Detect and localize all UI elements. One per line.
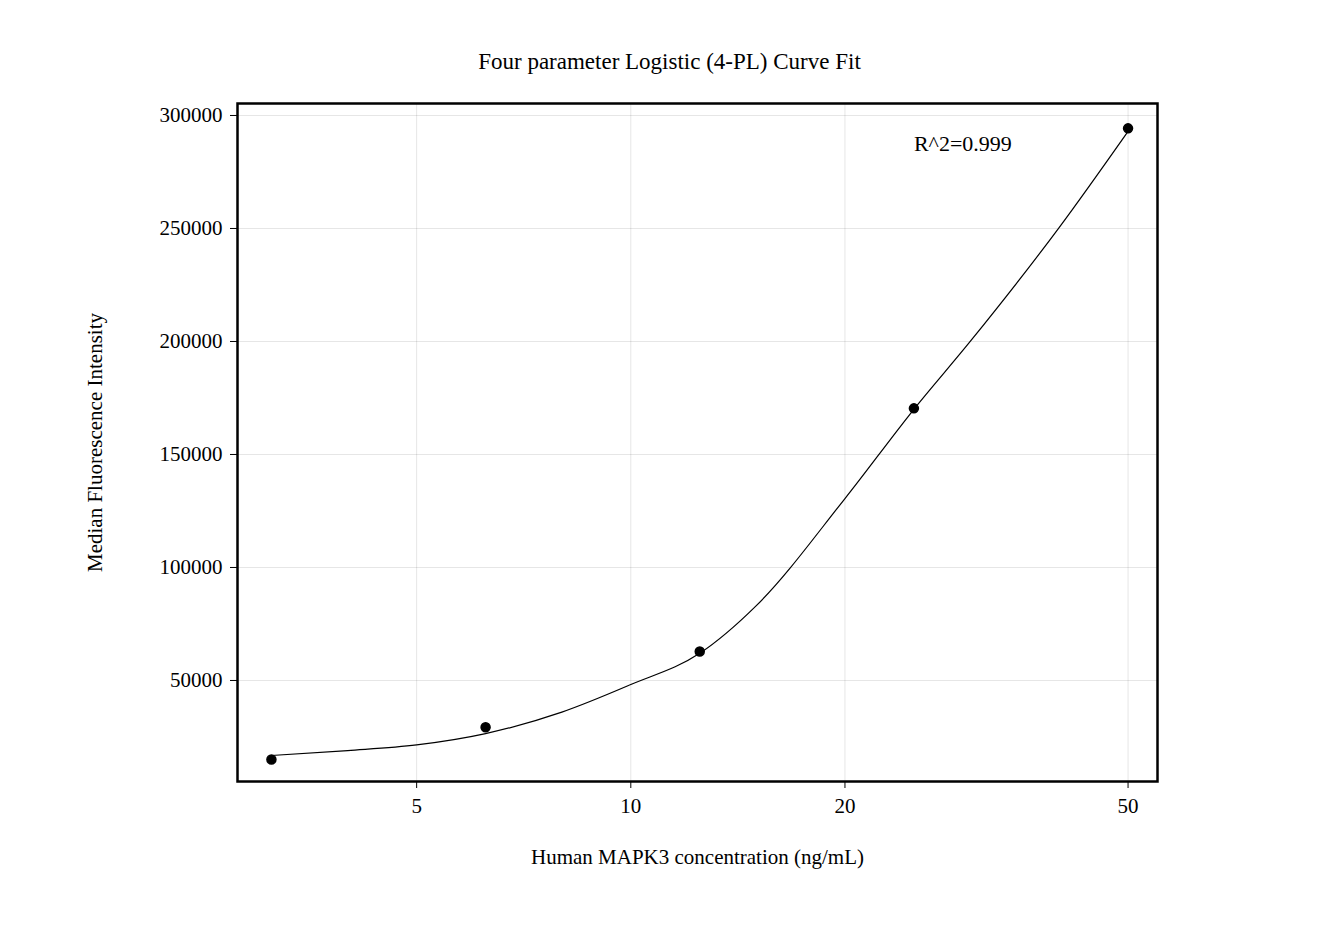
svg-text:200000: 200000 xyxy=(160,329,223,353)
svg-text:50000: 50000 xyxy=(170,668,223,692)
svg-text:10: 10 xyxy=(620,794,641,818)
svg-text:Median Fluorescence Intensity: Median Fluorescence Intensity xyxy=(83,313,107,572)
svg-text:50: 50 xyxy=(1118,794,1139,818)
svg-text:150000: 150000 xyxy=(160,442,223,466)
svg-text:5: 5 xyxy=(411,794,422,818)
svg-text:20: 20 xyxy=(834,794,855,818)
svg-text:100000: 100000 xyxy=(160,555,223,579)
svg-text:250000: 250000 xyxy=(160,216,223,240)
svg-text:Human MAPK3 concentration (ng/: Human MAPK3 concentration (ng/mL) xyxy=(531,845,864,869)
svg-text:300000: 300000 xyxy=(160,103,223,127)
svg-text:R^2=0.999: R^2=0.999 xyxy=(914,131,1012,156)
html-text:Four parameter Logistic (4-PL): Four parameter Logistic (4-PL) Curve Fit xyxy=(478,49,861,74)
